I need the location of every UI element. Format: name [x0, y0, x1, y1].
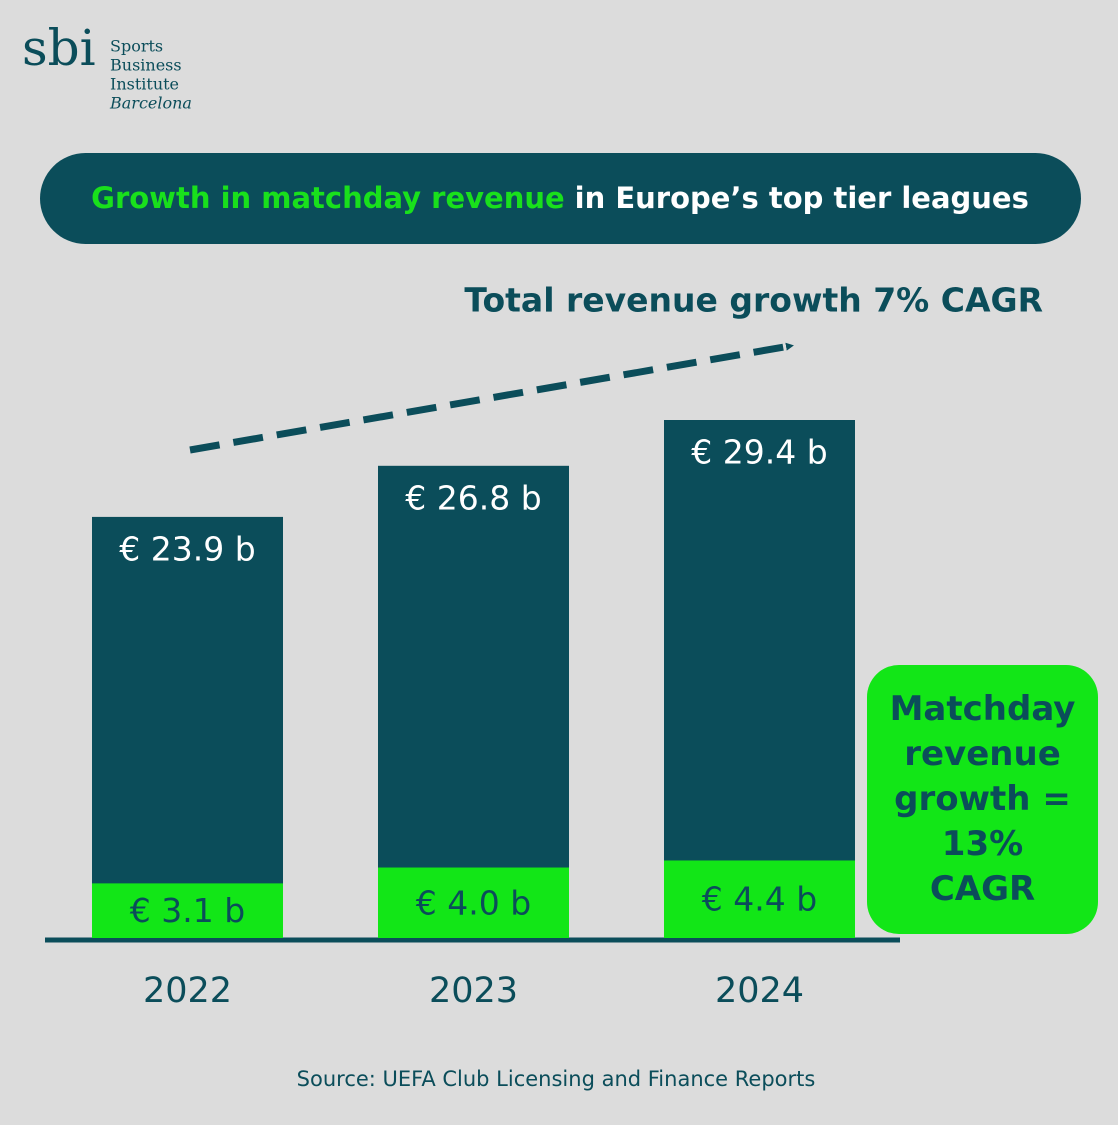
chart-title: Growth in matchday revenue in Europe’s to…: [91, 181, 1029, 215]
value-label: € 29.4 b: [691, 433, 827, 472]
callout: Matchday revenue growth = 13% CAGR: [867, 665, 1098, 934]
bar: [664, 420, 855, 938]
value-label: € 3.1 b: [130, 891, 245, 930]
value-label: € 4.4 b: [702, 880, 817, 919]
value-label: € 26.8 b: [405, 478, 541, 517]
bar: [378, 867, 569, 938]
bar: [378, 465, 569, 938]
bar: [92, 883, 283, 938]
x-tick-label: 2022: [143, 971, 232, 1011]
trend-arrow: [189, 342, 794, 454]
logo-text: Sports: [110, 37, 163, 56]
value-label: € 4.0 b: [416, 883, 531, 922]
logo-mark: sbi: [22, 19, 96, 77]
title-rest: in Europe’s top tier leagues: [575, 181, 1029, 215]
bar: [664, 860, 855, 938]
logo-text: Barcelona: [109, 94, 192, 113]
title-pill: [40, 153, 1081, 244]
title-highlight: Growth in matchday revenue: [91, 181, 565, 215]
bar: [92, 516, 283, 938]
annotation: Total revenue growth 7% CAGR: [464, 281, 1043, 320]
x-tick-label: 2023: [429, 971, 518, 1011]
logo-text: Business: [110, 56, 182, 75]
source: Source: UEFA Club Licensing and Finance …: [297, 1067, 816, 1091]
value-label: € 23.9 b: [119, 529, 255, 568]
logo-text: Institute: [110, 75, 179, 94]
x-tick-label: 2024: [715, 971, 804, 1011]
